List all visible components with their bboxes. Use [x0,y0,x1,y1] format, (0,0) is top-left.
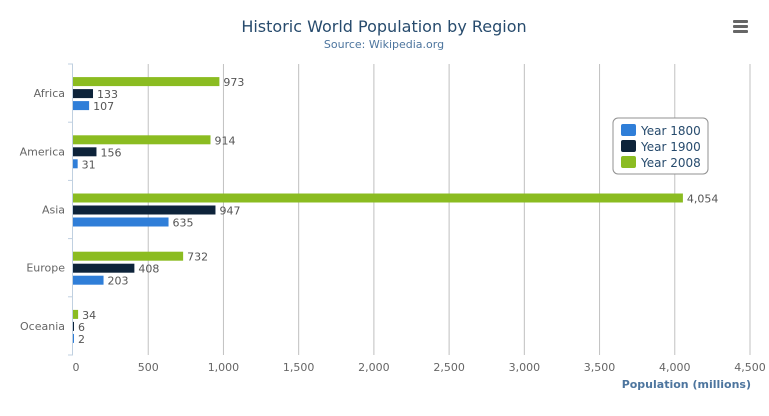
data-label: 31 [82,158,96,171]
legend-box [612,117,709,175]
bar [73,193,683,203]
x-tick-label: 2,500 [433,361,465,374]
x-tick-label: 1,500 [283,361,315,374]
legend-swatch [621,124,636,136]
bar [73,205,216,215]
category-label: Asia [42,204,65,217]
legend-swatch [621,140,636,152]
legend-item[interactable]: Year 1900 [621,140,701,154]
data-label: 107 [93,100,114,113]
legend-label: Year 2008 [640,156,701,170]
bar [73,147,97,157]
hamburger-menu-icon[interactable] [726,14,754,36]
bar [73,77,220,87]
legend-label: Year 1800 [640,124,701,138]
bar [73,89,94,99]
data-label: 635 [173,217,194,230]
bar [73,275,104,285]
data-label: 34 [82,309,96,322]
data-label: 4,054 [687,193,719,206]
legend-swatch [621,156,636,168]
legend: Year 1800 Year 1900 Year 2008 [612,117,709,175]
x-tick-label: 3,500 [584,361,616,374]
bar [73,159,78,169]
x-tick-label: 0 [73,361,80,374]
data-label: 973 [223,76,244,89]
data-label: 203 [108,275,129,288]
bar [73,263,135,273]
category-label: Africa [34,87,65,100]
x-tick-label: 2,000 [358,361,390,374]
data-label: 2 [78,333,85,346]
bar [73,217,169,227]
data-label: 914 [215,134,236,147]
chart-title: Historic World Population by Region [241,17,526,36]
legend-label: Year 1900 [640,140,701,154]
category-label: America [20,145,65,158]
legend-item[interactable]: Year 1800 [621,124,701,138]
bar [73,135,211,145]
bar [73,309,79,319]
x-tick-label: 500 [138,361,159,374]
data-label: 6 [78,321,85,334]
data-label: 156 [100,146,121,159]
bar [73,321,74,331]
legend-item[interactable]: Year 2008 [621,156,701,170]
category-label: Europe [26,262,65,275]
chart-subtitle: Source: Wikipedia.org [324,38,444,51]
x-tick-label: 4,500 [734,361,766,374]
bar [73,333,74,343]
value-axis-title: Population (millions) [622,378,751,391]
bar [73,101,90,111]
bar [73,251,184,261]
x-tick-label: 4,000 [659,361,691,374]
category-label: Oceania [20,320,65,333]
x-tick-label: 1,000 [208,361,240,374]
data-label: 732 [187,251,208,264]
x-tick-label: 3,000 [509,361,541,374]
data-label: 408 [138,263,159,276]
data-label: 947 [219,205,240,218]
data-label: 133 [97,88,118,101]
